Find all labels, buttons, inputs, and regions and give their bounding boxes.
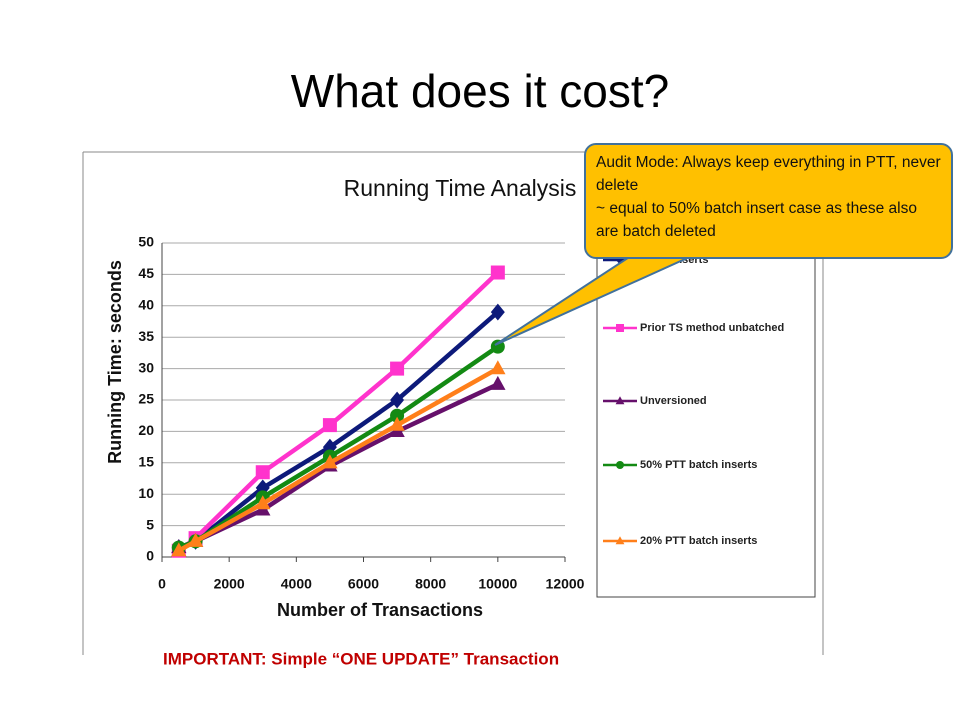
marker [390, 361, 405, 376]
callout-pointer [494, 249, 706, 346]
x-axis-label: Number of Transactions [277, 600, 483, 620]
legend-label: 20% PTT batch inserts [640, 535, 758, 547]
x-tick-label: 8000 [415, 576, 446, 592]
y-tick-label: 5 [146, 516, 154, 532]
marker [490, 375, 506, 390]
marker [255, 495, 271, 510]
slide-title: What does it cost? [291, 65, 669, 117]
marker [322, 454, 338, 469]
marker [390, 391, 405, 409]
y-tick-label: 30 [138, 359, 154, 375]
y-tick-label: 20 [138, 422, 154, 438]
marker [616, 324, 624, 332]
x-tick-label: 6000 [348, 576, 379, 592]
marker [615, 396, 625, 405]
y-tick-label: 25 [138, 391, 154, 407]
marker [187, 532, 204, 547]
chart-title: Running Time Analysis [344, 175, 577, 201]
callout-text: ~ equal to 50% batch insert case as thes… [596, 200, 917, 240]
marker [616, 461, 624, 469]
y-tick-label: 35 [138, 328, 154, 344]
y-tick-label: 50 [138, 234, 154, 250]
marker [390, 408, 405, 423]
marker [255, 465, 270, 480]
x-tick-label: 0 [158, 576, 166, 592]
y-tick-label: 40 [138, 297, 154, 313]
callout: Audit Mode: Always keep everything in PT… [584, 143, 953, 259]
x-tick-label: 10000 [478, 576, 517, 592]
footnote: IMPORTANT: Simple “ONE UPDATE” Transacti… [163, 649, 559, 668]
y-axis-label: Running Time: seconds [105, 260, 125, 464]
marker [389, 416, 405, 431]
callout-text: Audit Mode: Always keep everything in PT… [596, 154, 941, 194]
marker [615, 536, 625, 545]
legend-box [596, 224, 816, 598]
marker [490, 265, 505, 280]
plot: 0 5 10 15 20 25 30 35 40 45 50 0 2000 4000 6000 8000 100… [138, 234, 584, 592]
marker [490, 303, 505, 321]
marker [171, 542, 187, 557]
y-tick-label: 45 [138, 265, 154, 281]
y-tick-label: 0 [146, 548, 154, 564]
legend-label: Unversioned [640, 395, 707, 407]
x-tick-label: 12000 [546, 576, 585, 592]
legend-label: 50% PTT batch inserts [640, 459, 758, 471]
marker [490, 360, 506, 375]
x-tick-label: 4000 [281, 576, 312, 592]
x-tick-label: 2000 [214, 576, 245, 592]
legend-label: Prior TS method unbatched [640, 322, 785, 334]
y-tick-label: 15 [138, 454, 154, 470]
y-tick-label: 10 [138, 485, 154, 501]
marker [322, 418, 337, 433]
